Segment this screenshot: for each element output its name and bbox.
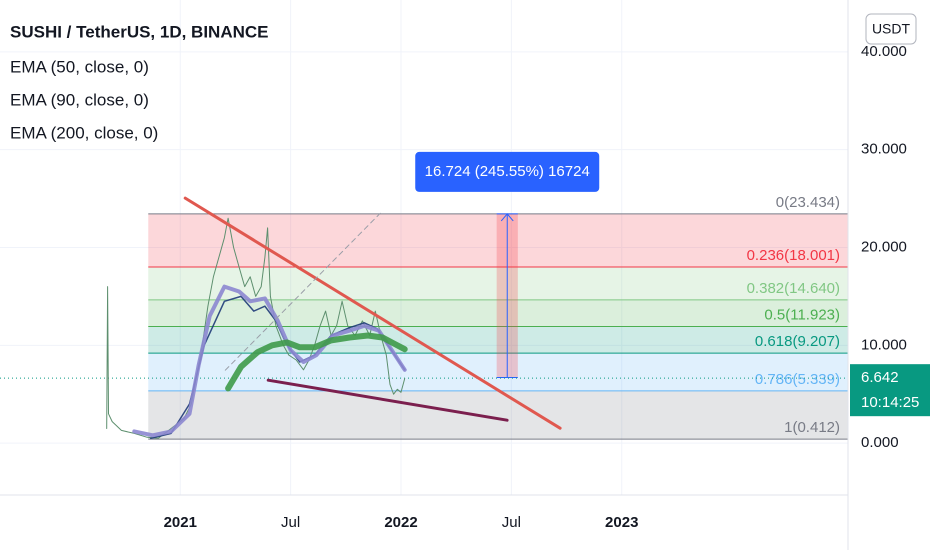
fib-label: 0(23.434) (776, 194, 840, 211)
x-tick-label: Jul (502, 514, 521, 531)
fib-label: 1(0.412) (784, 419, 840, 436)
y-tick-label: 10.000 (861, 336, 907, 353)
x-tick-label: 2022 (384, 514, 417, 531)
trend-line (224, 212, 381, 371)
fib-label: 0.382(14.640) (747, 280, 840, 297)
currency-label: USDT (872, 21, 911, 37)
y-tick-label: 30.000 (861, 141, 907, 158)
countdown-label: 10:14:25 (861, 394, 919, 411)
fib-band (148, 299, 849, 327)
fib-label: 0.5(11.923) (764, 306, 840, 323)
measure-label: 16.724 (245.55%) 16724 (425, 163, 590, 180)
measure-arrowhead (500, 213, 514, 222)
y-tick-label: 0.000 (861, 434, 899, 451)
x-tick-label: 2023 (605, 514, 638, 531)
x-tick-label: Jul (281, 514, 300, 531)
plot-area: 0(23.434) 0.236(18.001) 0.382(14.640) 0.5(1… (0, 0, 849, 495)
fib-band (148, 353, 849, 391)
trend-line (266, 378, 509, 422)
ema-line (225, 332, 408, 392)
ema-line (132, 284, 407, 438)
fib-label: 0.618(9.207) (755, 333, 840, 350)
fib-band (148, 390, 849, 440)
currency-button[interactable] (865, 13, 917, 45)
trend-line (183, 196, 562, 430)
legend-entry: EMA (90, close, 0) (10, 90, 149, 109)
legend-entry: EMA (50, close, 0) (10, 57, 149, 76)
y-tick-label: 40.000 (861, 43, 907, 60)
fib-label: 0.236(18.001) (747, 247, 840, 264)
last-price-label: 6.642 (861, 369, 899, 386)
fib-band (148, 267, 849, 300)
y-tick-label: 20.000 (861, 238, 907, 255)
legend-entry: EMA (200, close, 0) (10, 123, 158, 142)
last-price-box (850, 364, 930, 417)
fib-label: 0.786(5.339) (755, 371, 840, 388)
x-tick-label: 2021 (164, 514, 197, 531)
measure-label-box (415, 151, 600, 192)
chart-title: SUSHI / TetherUS, 1D, BINANCE (10, 22, 269, 41)
